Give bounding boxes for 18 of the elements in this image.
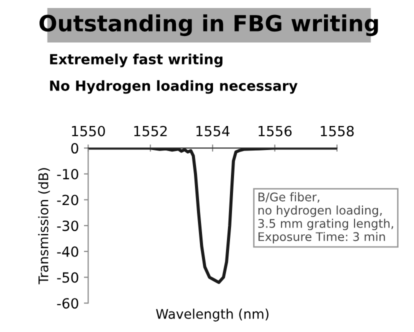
x-tick-label: 1550	[72, 126, 105, 136]
y-tick-label: -60	[57, 298, 78, 309]
x-tick-label: 1558	[320, 126, 354, 136]
y-tick-label: -10	[57, 168, 78, 180]
y-tick-label: -40	[57, 246, 78, 257]
text: No Hydrogen loading necessary	[50, 80, 298, 94]
chart-title: Outstanding in FBG writing	[40, 14, 378, 36]
y-tick-label: -50	[57, 272, 78, 283]
x-axis-title: Wavelength (nm)	[156, 308, 268, 322]
y-axis-title: Transmission (dB)	[38, 168, 50, 284]
y-tick-label: -20	[57, 194, 78, 206]
chart-subtitle: Extremely fast writing	[50, 54, 222, 68]
x-tick-label: 1552	[134, 126, 167, 136]
annotation: B/Ge fiber, no hydrogen loading, 3.5 mm grating length, Exposure Time: 3 min	[258, 192, 394, 244]
x-tick-label: 1554	[196, 126, 230, 136]
y-tick-label: -30	[57, 220, 78, 232]
y-tick-label: 0	[71, 143, 78, 154]
x-tick-label: 1556	[258, 126, 292, 136]
